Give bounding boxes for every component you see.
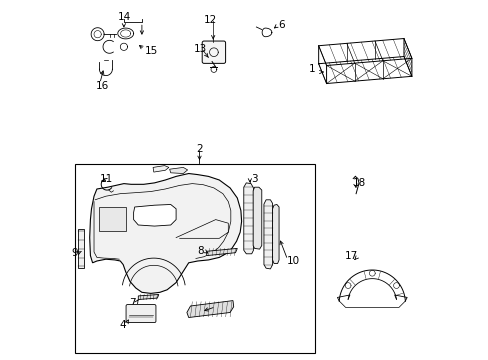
Text: 4: 4: [119, 320, 125, 330]
Text: 10: 10: [286, 256, 300, 266]
Text: 1: 1: [308, 64, 315, 74]
Polygon shape: [133, 204, 176, 226]
Text: 3: 3: [250, 174, 257, 184]
Text: 17: 17: [345, 251, 358, 261]
Text: 9: 9: [71, 248, 78, 258]
Bar: [78, 229, 84, 268]
Polygon shape: [89, 174, 241, 293]
Text: 18: 18: [352, 177, 365, 188]
Text: 11: 11: [99, 174, 112, 184]
Text: 7: 7: [128, 298, 135, 309]
Polygon shape: [153, 166, 168, 172]
FancyBboxPatch shape: [202, 41, 225, 63]
Text: 5: 5: [208, 303, 215, 314]
Text: 6: 6: [278, 20, 285, 30]
Polygon shape: [253, 187, 261, 249]
Polygon shape: [169, 167, 187, 174]
Polygon shape: [244, 183, 253, 254]
Polygon shape: [264, 200, 272, 269]
Polygon shape: [186, 301, 233, 318]
FancyBboxPatch shape: [126, 305, 156, 323]
Text: 12: 12: [204, 15, 217, 25]
Bar: [75, 164, 314, 353]
Text: 2: 2: [196, 144, 203, 154]
Text: 16: 16: [96, 81, 109, 91]
Text: 13: 13: [194, 44, 207, 54]
Polygon shape: [272, 204, 279, 264]
Text: 15: 15: [144, 46, 157, 56]
Text: 8: 8: [197, 246, 204, 256]
Polygon shape: [206, 248, 237, 256]
Text: 14: 14: [118, 12, 131, 22]
Polygon shape: [138, 294, 159, 300]
Bar: [99, 207, 125, 231]
